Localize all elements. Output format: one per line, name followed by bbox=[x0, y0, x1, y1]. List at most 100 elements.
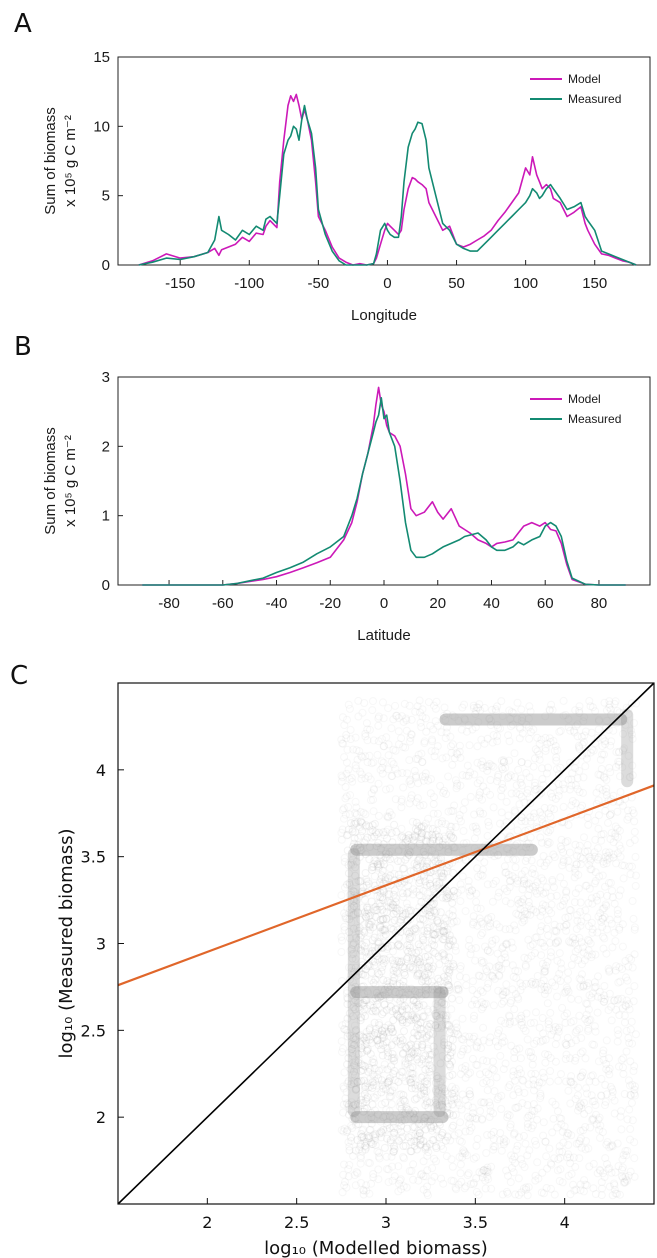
scatter-point bbox=[436, 781, 445, 790]
scatter-point bbox=[609, 726, 618, 735]
scatter-point bbox=[622, 1002, 630, 1011]
scatter-point bbox=[556, 726, 565, 735]
scatter-point bbox=[379, 1008, 388, 1017]
scatter-point bbox=[566, 1077, 575, 1086]
scatter-point bbox=[421, 1145, 430, 1154]
scatter-point bbox=[471, 710, 480, 718]
scatter-point bbox=[423, 963, 432, 972]
scatter-point bbox=[402, 716, 411, 725]
scatter-point bbox=[410, 1015, 419, 1024]
scatter-point bbox=[344, 861, 353, 870]
scatter-point bbox=[416, 1018, 425, 1027]
scatter-point bbox=[576, 853, 585, 862]
scatter-point bbox=[618, 801, 627, 810]
scatter-point bbox=[350, 1062, 359, 1071]
scatter-point bbox=[583, 1089, 591, 1098]
scatter-point bbox=[630, 1172, 639, 1181]
scatter-point bbox=[441, 932, 450, 941]
scatter-point bbox=[430, 899, 439, 908]
y-tick-label: 1 bbox=[102, 508, 110, 525]
scatter-point bbox=[553, 974, 562, 983]
scatter-point bbox=[439, 884, 447, 893]
scatter-point bbox=[483, 946, 492, 955]
scatter-point bbox=[560, 784, 569, 793]
scatter-point bbox=[429, 809, 438, 818]
scatter-point bbox=[445, 1028, 454, 1037]
scatter-point bbox=[374, 993, 382, 1002]
scatter-point bbox=[600, 773, 609, 782]
scatter-point bbox=[382, 853, 391, 862]
scatter-point bbox=[626, 1091, 635, 1100]
scatter-point bbox=[550, 927, 559, 935]
scatter-point bbox=[349, 941, 358, 950]
scatter-point bbox=[373, 1036, 382, 1045]
scatter-point bbox=[342, 758, 351, 767]
scatter-point bbox=[514, 1191, 523, 1199]
scatter-point bbox=[449, 962, 458, 971]
scatter-point bbox=[357, 1179, 365, 1187]
y-tick-label: 2 bbox=[96, 1108, 106, 1127]
scatter-point bbox=[582, 1084, 591, 1093]
scatter-point bbox=[460, 1147, 469, 1156]
scatter-point bbox=[373, 860, 382, 869]
scatter-point bbox=[572, 1026, 581, 1035]
scatter-point bbox=[423, 857, 432, 866]
scatter-point bbox=[338, 806, 347, 814]
scatter-point bbox=[586, 856, 595, 865]
scatter-point bbox=[428, 977, 436, 986]
scatter-point bbox=[383, 1052, 392, 1061]
scatter-point bbox=[439, 927, 448, 936]
scatter-point bbox=[395, 1071, 404, 1080]
scatter-point bbox=[394, 933, 403, 942]
scatter-point bbox=[558, 901, 567, 909]
scatter-point bbox=[442, 894, 451, 903]
scatter-point bbox=[396, 1098, 405, 1107]
scatter-point bbox=[457, 817, 465, 826]
scatter-point bbox=[359, 927, 368, 936]
scatter-point bbox=[370, 1106, 379, 1115]
scatter-point bbox=[594, 1115, 603, 1124]
scatter-point bbox=[479, 782, 488, 791]
scatter-point bbox=[368, 866, 376, 875]
scatter-point bbox=[343, 994, 352, 1003]
scatter-point bbox=[361, 912, 370, 921]
scatter-point bbox=[427, 915, 436, 924]
scatter-point bbox=[412, 818, 421, 827]
scatter-point bbox=[385, 1077, 394, 1086]
scatter-point bbox=[533, 1115, 541, 1124]
scatter-point bbox=[466, 950, 475, 959]
scatter-point bbox=[391, 898, 400, 907]
scatter-point bbox=[365, 843, 374, 851]
scatter-point bbox=[423, 1025, 432, 1034]
scatter-point bbox=[358, 961, 367, 970]
scatter-point bbox=[520, 916, 529, 925]
scatter-point bbox=[476, 986, 485, 995]
scatter-point bbox=[631, 852, 640, 861]
scatter-point bbox=[530, 781, 539, 790]
scatter-point bbox=[613, 807, 622, 816]
scatter-point bbox=[562, 1050, 571, 1059]
x-tick-label: -100 bbox=[234, 275, 264, 292]
scatter-point bbox=[355, 1145, 363, 1154]
scatter-point bbox=[417, 1090, 426, 1099]
scatter-point bbox=[454, 984, 463, 993]
scatter-point bbox=[517, 813, 526, 822]
scatter-point bbox=[381, 930, 390, 939]
scatter-point bbox=[438, 1102, 447, 1111]
scatter-point bbox=[369, 905, 377, 914]
scatter-point bbox=[485, 714, 494, 723]
scatter-point bbox=[394, 847, 403, 856]
scatter-point bbox=[423, 1005, 432, 1014]
scatter-point bbox=[431, 1098, 440, 1107]
scatter-point bbox=[622, 1047, 631, 1056]
scatter-point bbox=[458, 846, 467, 855]
scatter-point bbox=[571, 947, 580, 956]
scatter-point bbox=[367, 1108, 376, 1117]
scatter-point bbox=[354, 1106, 363, 1115]
scatter-point bbox=[389, 745, 398, 754]
x-tick-label: -80 bbox=[158, 595, 180, 612]
scatter-point bbox=[434, 1133, 443, 1142]
scatter-point bbox=[609, 850, 618, 859]
scatter-point bbox=[402, 984, 411, 993]
scatter-point bbox=[472, 1141, 481, 1150]
